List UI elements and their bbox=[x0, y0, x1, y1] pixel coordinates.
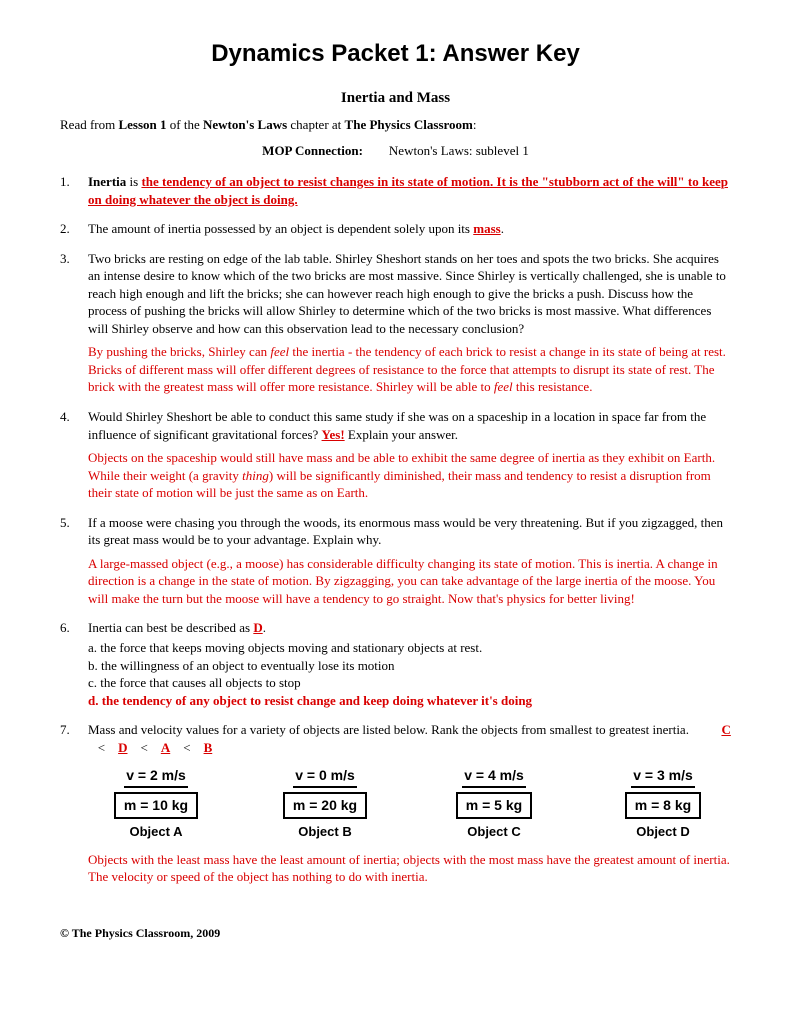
question-number: 2. bbox=[60, 220, 88, 238]
q4-inline-answer: Yes! bbox=[322, 427, 345, 442]
object-mass: m = 10 kg bbox=[114, 792, 198, 819]
question-body: Inertia can best be described as D. a. t… bbox=[88, 619, 731, 709]
q3-answer: By pushing the bricks, Shirley can feel … bbox=[88, 343, 731, 396]
intro-source: The Physics Classroom bbox=[345, 117, 473, 132]
question-2: 2. The amount of inertia possessed by an… bbox=[60, 220, 731, 238]
footer-copyright: © The Physics Classroom, 2009 bbox=[60, 926, 731, 941]
q7-answer: Objects with the least mass have the lea… bbox=[88, 851, 731, 886]
object-b: v = 0 m/s m = 20 kg Object B bbox=[265, 766, 385, 840]
object-label: Object D bbox=[603, 823, 723, 841]
question-1: 1. Inertia is the tendency of an object … bbox=[60, 173, 731, 208]
answer-italic: thing bbox=[242, 468, 269, 483]
intro-lesson: Lesson 1 bbox=[118, 117, 166, 132]
question-3: 3. Two bricks are resting on edge of the… bbox=[60, 250, 731, 396]
less-than: < bbox=[183, 740, 190, 755]
q2-text: The amount of inertia possessed by an ob… bbox=[88, 221, 473, 236]
intro-chapter: Newton's Laws bbox=[203, 117, 287, 132]
object-mass: m = 20 kg bbox=[283, 792, 367, 819]
question-body: Would Shirley Sheshort be able to conduc… bbox=[88, 408, 731, 502]
q6-suffix: . bbox=[263, 620, 266, 635]
question-body: Two bricks are resting on edge of the la… bbox=[88, 250, 731, 396]
q3-text: Two bricks are resting on edge of the la… bbox=[88, 251, 726, 336]
q1-text: is bbox=[126, 174, 141, 189]
q4-text: Explain your answer. bbox=[345, 427, 458, 442]
mop-connection: MOP Connection: Newton's Laws: sublevel … bbox=[60, 143, 731, 159]
object-c: v = 4 m/s m = 5 kg Object C bbox=[434, 766, 554, 840]
less-than: < bbox=[140, 740, 147, 755]
question-list: 1. Inertia is the tendency of an object … bbox=[60, 173, 731, 886]
option-b: b. the willingness of an object to event… bbox=[88, 657, 731, 675]
object-label: Object C bbox=[434, 823, 554, 841]
question-number: 7. bbox=[60, 721, 88, 886]
intro-text: Read from bbox=[60, 117, 118, 132]
mop-label: MOP Connection: bbox=[262, 143, 363, 158]
page-title: Dynamics Packet 1: Answer Key bbox=[60, 40, 731, 68]
object-mass: m = 8 kg bbox=[625, 792, 701, 819]
option-d-answer: d. the tendency of any object to resist … bbox=[88, 692, 731, 710]
q6-lead: Inertia can best be described as bbox=[88, 620, 253, 635]
q4-answer: Objects on the spaceship would still hav… bbox=[88, 449, 731, 502]
question-body: If a moose were chasing you through the … bbox=[88, 514, 731, 608]
object-velocity: v = 4 m/s bbox=[462, 766, 526, 788]
question-5: 5. If a moose were chasing you through t… bbox=[60, 514, 731, 608]
answer-italic: feel bbox=[270, 344, 289, 359]
object-velocity: v = 3 m/s bbox=[631, 766, 695, 788]
question-4: 4. Would Shirley Sheshort be able to con… bbox=[60, 408, 731, 502]
option-c: c. the force that causes all objects to … bbox=[88, 674, 731, 692]
object-velocity: v = 2 m/s bbox=[124, 766, 188, 788]
rank-d: D bbox=[118, 740, 127, 755]
rank-b: B bbox=[204, 740, 213, 755]
page: Dynamics Packet 1: Answer Key Inertia an… bbox=[0, 0, 791, 971]
rank-c: C bbox=[721, 722, 730, 737]
rank-a: A bbox=[161, 740, 170, 755]
object-a: v = 2 m/s m = 10 kg Object A bbox=[96, 766, 216, 840]
q2-suffix: . bbox=[501, 221, 504, 236]
question-7: 7. Mass and velocity values for a variet… bbox=[60, 721, 731, 886]
q6-answer-letter: D bbox=[253, 620, 262, 635]
subtitle: Inertia and Mass bbox=[60, 90, 731, 107]
question-6: 6. Inertia can best be described as D. a… bbox=[60, 619, 731, 709]
question-number: 3. bbox=[60, 250, 88, 396]
question-number: 6. bbox=[60, 619, 88, 709]
object-velocity: v = 0 m/s bbox=[293, 766, 357, 788]
q1-answer: the tendency of an object to resist chan… bbox=[88, 174, 728, 207]
object-d: v = 3 m/s m = 8 kg Object D bbox=[603, 766, 723, 840]
option-a: a. the force that keeps moving objects m… bbox=[88, 639, 731, 657]
object-label: Object B bbox=[265, 823, 385, 841]
intro-text: : bbox=[473, 117, 477, 132]
intro-text: of the bbox=[167, 117, 203, 132]
object-label: Object A bbox=[96, 823, 216, 841]
less-than: < bbox=[98, 740, 105, 755]
object-mass: m = 5 kg bbox=[456, 792, 532, 819]
q1-term: Inertia bbox=[88, 174, 126, 189]
intro-line: Read from Lesson 1 of the Newton's Laws … bbox=[60, 117, 731, 133]
answer-italic: feel bbox=[494, 379, 513, 394]
intro-text: chapter at bbox=[287, 117, 344, 132]
q5-text: If a moose were chasing you through the … bbox=[88, 515, 723, 548]
q2-answer: mass bbox=[473, 221, 500, 236]
answer-text: By pushing the bricks, Shirley can bbox=[88, 344, 270, 359]
question-body: Inertia is the tendency of an object to … bbox=[88, 173, 731, 208]
mop-value: Newton's Laws: sublevel 1 bbox=[389, 143, 529, 158]
question-number: 5. bbox=[60, 514, 88, 608]
q5-answer: A large-massed object (e.g., a moose) ha… bbox=[88, 555, 731, 608]
question-body: The amount of inertia possessed by an ob… bbox=[88, 220, 731, 238]
answer-text: this resistance. bbox=[513, 379, 593, 394]
question-number: 1. bbox=[60, 173, 88, 208]
question-number: 4. bbox=[60, 408, 88, 502]
objects-row: v = 2 m/s m = 10 kg Object A v = 0 m/s m… bbox=[96, 766, 723, 840]
q6-options: a. the force that keeps moving objects m… bbox=[88, 639, 731, 709]
q7-text: Mass and velocity values for a variety o… bbox=[88, 722, 689, 737]
question-body: Mass and velocity values for a variety o… bbox=[88, 721, 731, 886]
